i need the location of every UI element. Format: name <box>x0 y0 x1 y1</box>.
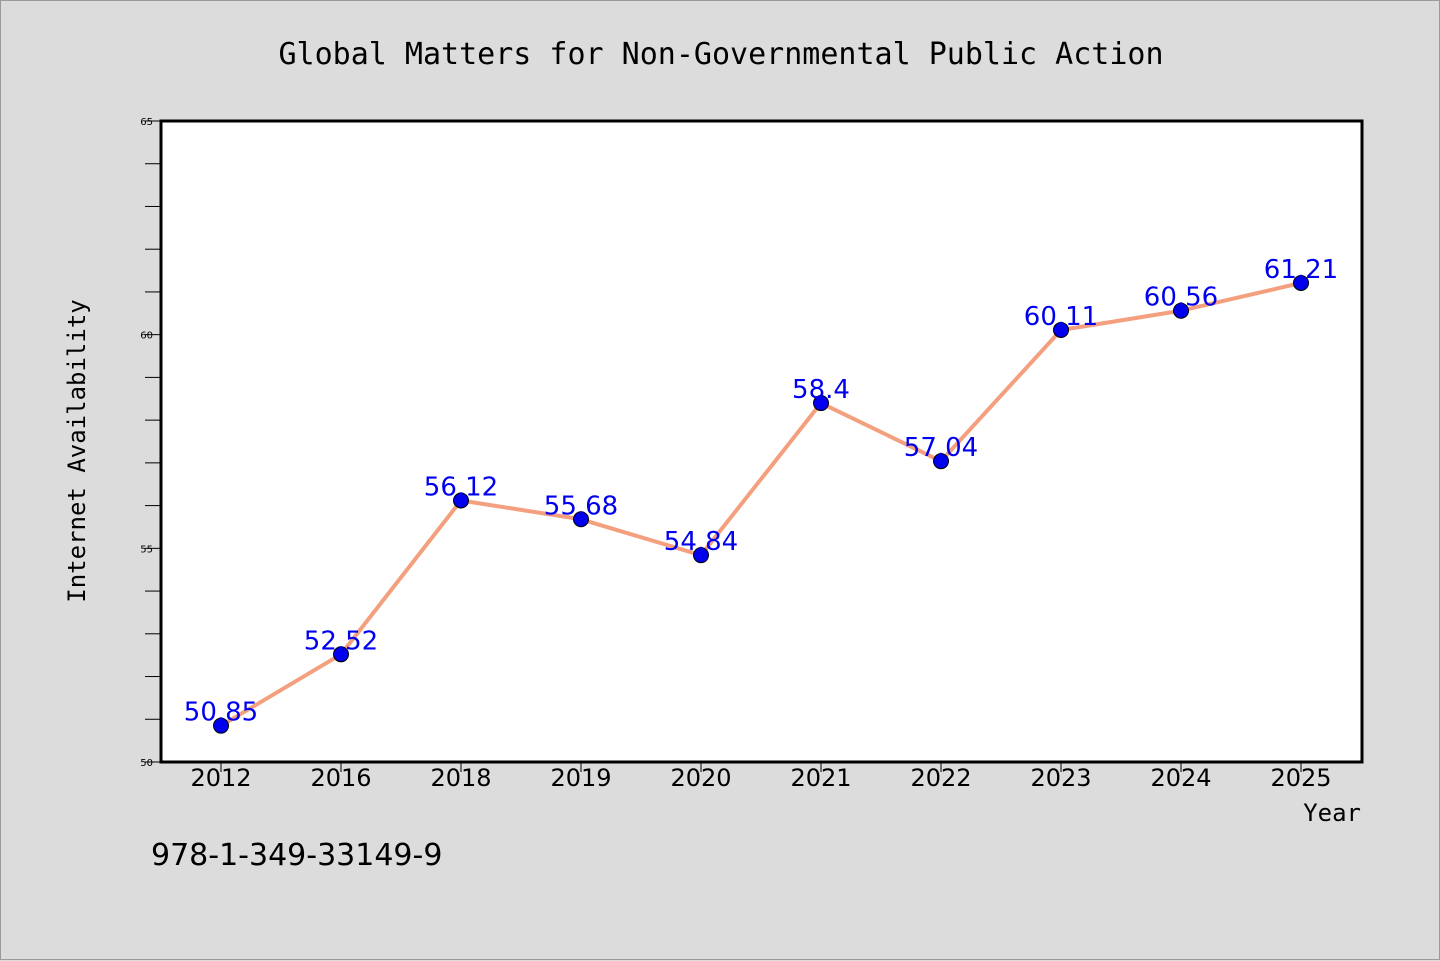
data-point <box>213 717 229 734</box>
data-label: 60.56 <box>1144 283 1218 313</box>
data-label: 61.21 <box>1264 255 1338 285</box>
chart-title: Global Matters for Non-Governmental Publ… <box>278 37 1163 72</box>
data-label: 54.84 <box>664 527 738 557</box>
x-tick-label: 2022 <box>910 764 971 792</box>
data-point <box>1173 302 1189 319</box>
y-tick-label: 55 <box>140 544 153 555</box>
data-label-group: 50.85 52.52 56.12 55.68 54.84 58.4 57.04 60.11 6… <box>184 255 1338 728</box>
x-tick-label: 2024 <box>1150 764 1211 792</box>
data-label: 52.52 <box>304 626 378 656</box>
data-point <box>1293 274 1309 291</box>
data-point <box>933 453 949 470</box>
x-tick-label: 2019 <box>550 764 611 792</box>
data-point <box>453 492 469 509</box>
data-label: 50.85 <box>184 698 258 728</box>
isbn-annotation: 978-1-349-33149-9 <box>151 838 442 873</box>
x-tick-label: 2023 <box>1030 764 1091 792</box>
plot-area <box>159 119 1364 764</box>
data-point <box>573 511 589 528</box>
x-tick-label: 2020 <box>670 764 731 792</box>
data-label: 60.11 <box>1024 302 1098 332</box>
x-tick-label: 2021 <box>790 764 851 792</box>
data-label: 58.4 <box>792 375 850 405</box>
y-tick-label: 65 <box>140 117 153 128</box>
data-label: 56.12 <box>424 472 498 502</box>
y-tick-label: 60 <box>140 331 153 342</box>
x-tick-label: 2018 <box>430 764 491 792</box>
data-label: 55.68 <box>544 491 618 521</box>
x-tick-label: 2025 <box>1270 764 1331 792</box>
series-line <box>219 280 1303 728</box>
data-point <box>333 646 349 663</box>
data-point <box>813 395 829 412</box>
marker-group <box>213 274 1309 734</box>
series-line-group <box>219 280 1303 728</box>
data-point <box>1053 321 1069 338</box>
data-point <box>693 547 709 564</box>
y-tick-label: 50 <box>140 758 153 769</box>
y-axis-label: Internet Availability <box>63 299 91 602</box>
x-tick-label: 2016 <box>310 764 371 792</box>
x-axis-label: Year <box>1303 799 1361 827</box>
y-axis: 50 55 60 65 <box>140 117 161 769</box>
x-axis: 2012 2016 2018 2019 2020 2021 2022 2023 2024 2025 <box>190 762 1332 792</box>
data-label: 57.04 <box>904 433 978 463</box>
x-tick-label: 2012 <box>190 764 251 792</box>
